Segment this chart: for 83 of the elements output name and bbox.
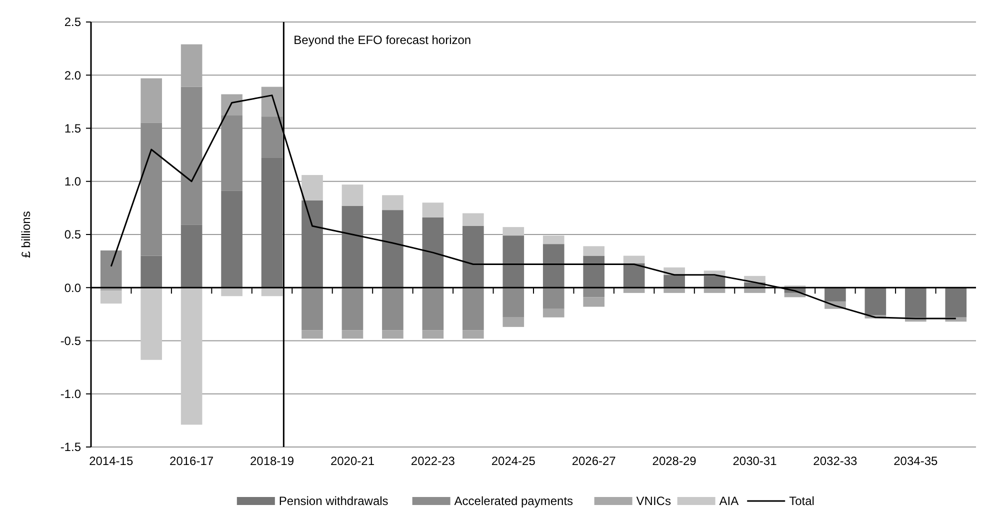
y-tick-label: 2.0	[64, 68, 82, 82]
bar	[302, 330, 323, 339]
bar	[824, 288, 846, 302]
x-tick-label: 2020-21	[330, 454, 375, 468]
bar	[502, 236, 524, 288]
bar	[542, 244, 564, 288]
legend-label: Total	[789, 494, 814, 508]
bar	[140, 256, 162, 288]
bar	[180, 224, 202, 288]
bar	[382, 330, 404, 339]
bar	[140, 78, 162, 123]
y-tick-label: 0.5	[64, 228, 82, 242]
bar	[302, 175, 323, 200]
y-tick-label: 0.0	[64, 280, 82, 295]
bar	[422, 202, 444, 218]
bar	[462, 213, 484, 226]
y-tick-label: 2.5	[64, 15, 82, 30]
bar	[422, 288, 444, 330]
bar	[583, 297, 604, 307]
x-tick-label: 2024-25	[491, 454, 536, 468]
x-tick-label: 2032-33	[813, 454, 858, 468]
x-tick-label: 2026-27	[572, 454, 616, 468]
legend-label: Pension withdrawals	[278, 494, 388, 508]
y-tick-label: 1.0	[64, 174, 82, 189]
y-tick-label: -0.5	[60, 334, 82, 348]
bar	[462, 330, 484, 339]
bar	[462, 288, 484, 330]
bar	[583, 246, 604, 256]
bar	[905, 288, 926, 318]
bar	[502, 288, 524, 318]
legend-label: VNICs	[636, 494, 671, 508]
bar	[302, 288, 323, 330]
y-tick-label: 1.5	[64, 121, 82, 136]
bar	[542, 236, 564, 244]
bar	[422, 218, 444, 288]
bar	[623, 256, 645, 264]
x-tick-label: 2018-19	[250, 454, 294, 468]
ref-line-label: Beyond the EFO forecast horizon	[294, 33, 472, 47]
bar	[100, 290, 122, 304]
bar	[180, 288, 202, 425]
bar	[261, 158, 283, 288]
x-tick-label: 2016-17	[170, 454, 214, 468]
bar	[342, 206, 364, 288]
bar	[542, 288, 564, 309]
bar	[180, 86, 202, 225]
y-tick-label: -1.5	[60, 440, 82, 454]
bar	[583, 256, 604, 288]
bar	[664, 274, 685, 288]
bar	[221, 94, 242, 116]
y-axis-title: £ billions	[19, 211, 33, 258]
bar	[382, 195, 404, 210]
bar	[140, 122, 162, 256]
y-tick-label: -1.0	[60, 387, 82, 402]
x-tick-label: 2028-29	[652, 454, 697, 468]
bar	[140, 288, 162, 360]
bar	[221, 116, 242, 191]
bar	[342, 288, 364, 330]
bar	[302, 200, 323, 288]
bar	[382, 210, 404, 288]
bar	[382, 288, 404, 330]
bar	[462, 226, 484, 288]
bar	[100, 250, 122, 288]
bar	[864, 288, 886, 316]
bar	[704, 276, 726, 288]
x-tick-label: 2030-31	[732, 454, 778, 468]
legend-label: AIA	[719, 494, 739, 508]
bar	[542, 308, 564, 318]
bar	[180, 44, 202, 87]
bar	[342, 184, 364, 206]
bar	[623, 263, 645, 288]
bar	[945, 288, 967, 318]
x-tick-label: 2034-35	[894, 454, 938, 468]
bar	[422, 330, 444, 339]
bar	[502, 317, 524, 327]
x-tick-label: 2022-23	[410, 454, 456, 468]
legend-label: Accelerated payments	[454, 494, 574, 508]
bar	[221, 190, 242, 288]
bar	[502, 227, 524, 236]
bar	[583, 288, 604, 298]
bar	[261, 86, 283, 117]
x-tick-label: 2014-15	[89, 454, 134, 468]
bar	[342, 330, 364, 339]
bar	[261, 116, 283, 158]
